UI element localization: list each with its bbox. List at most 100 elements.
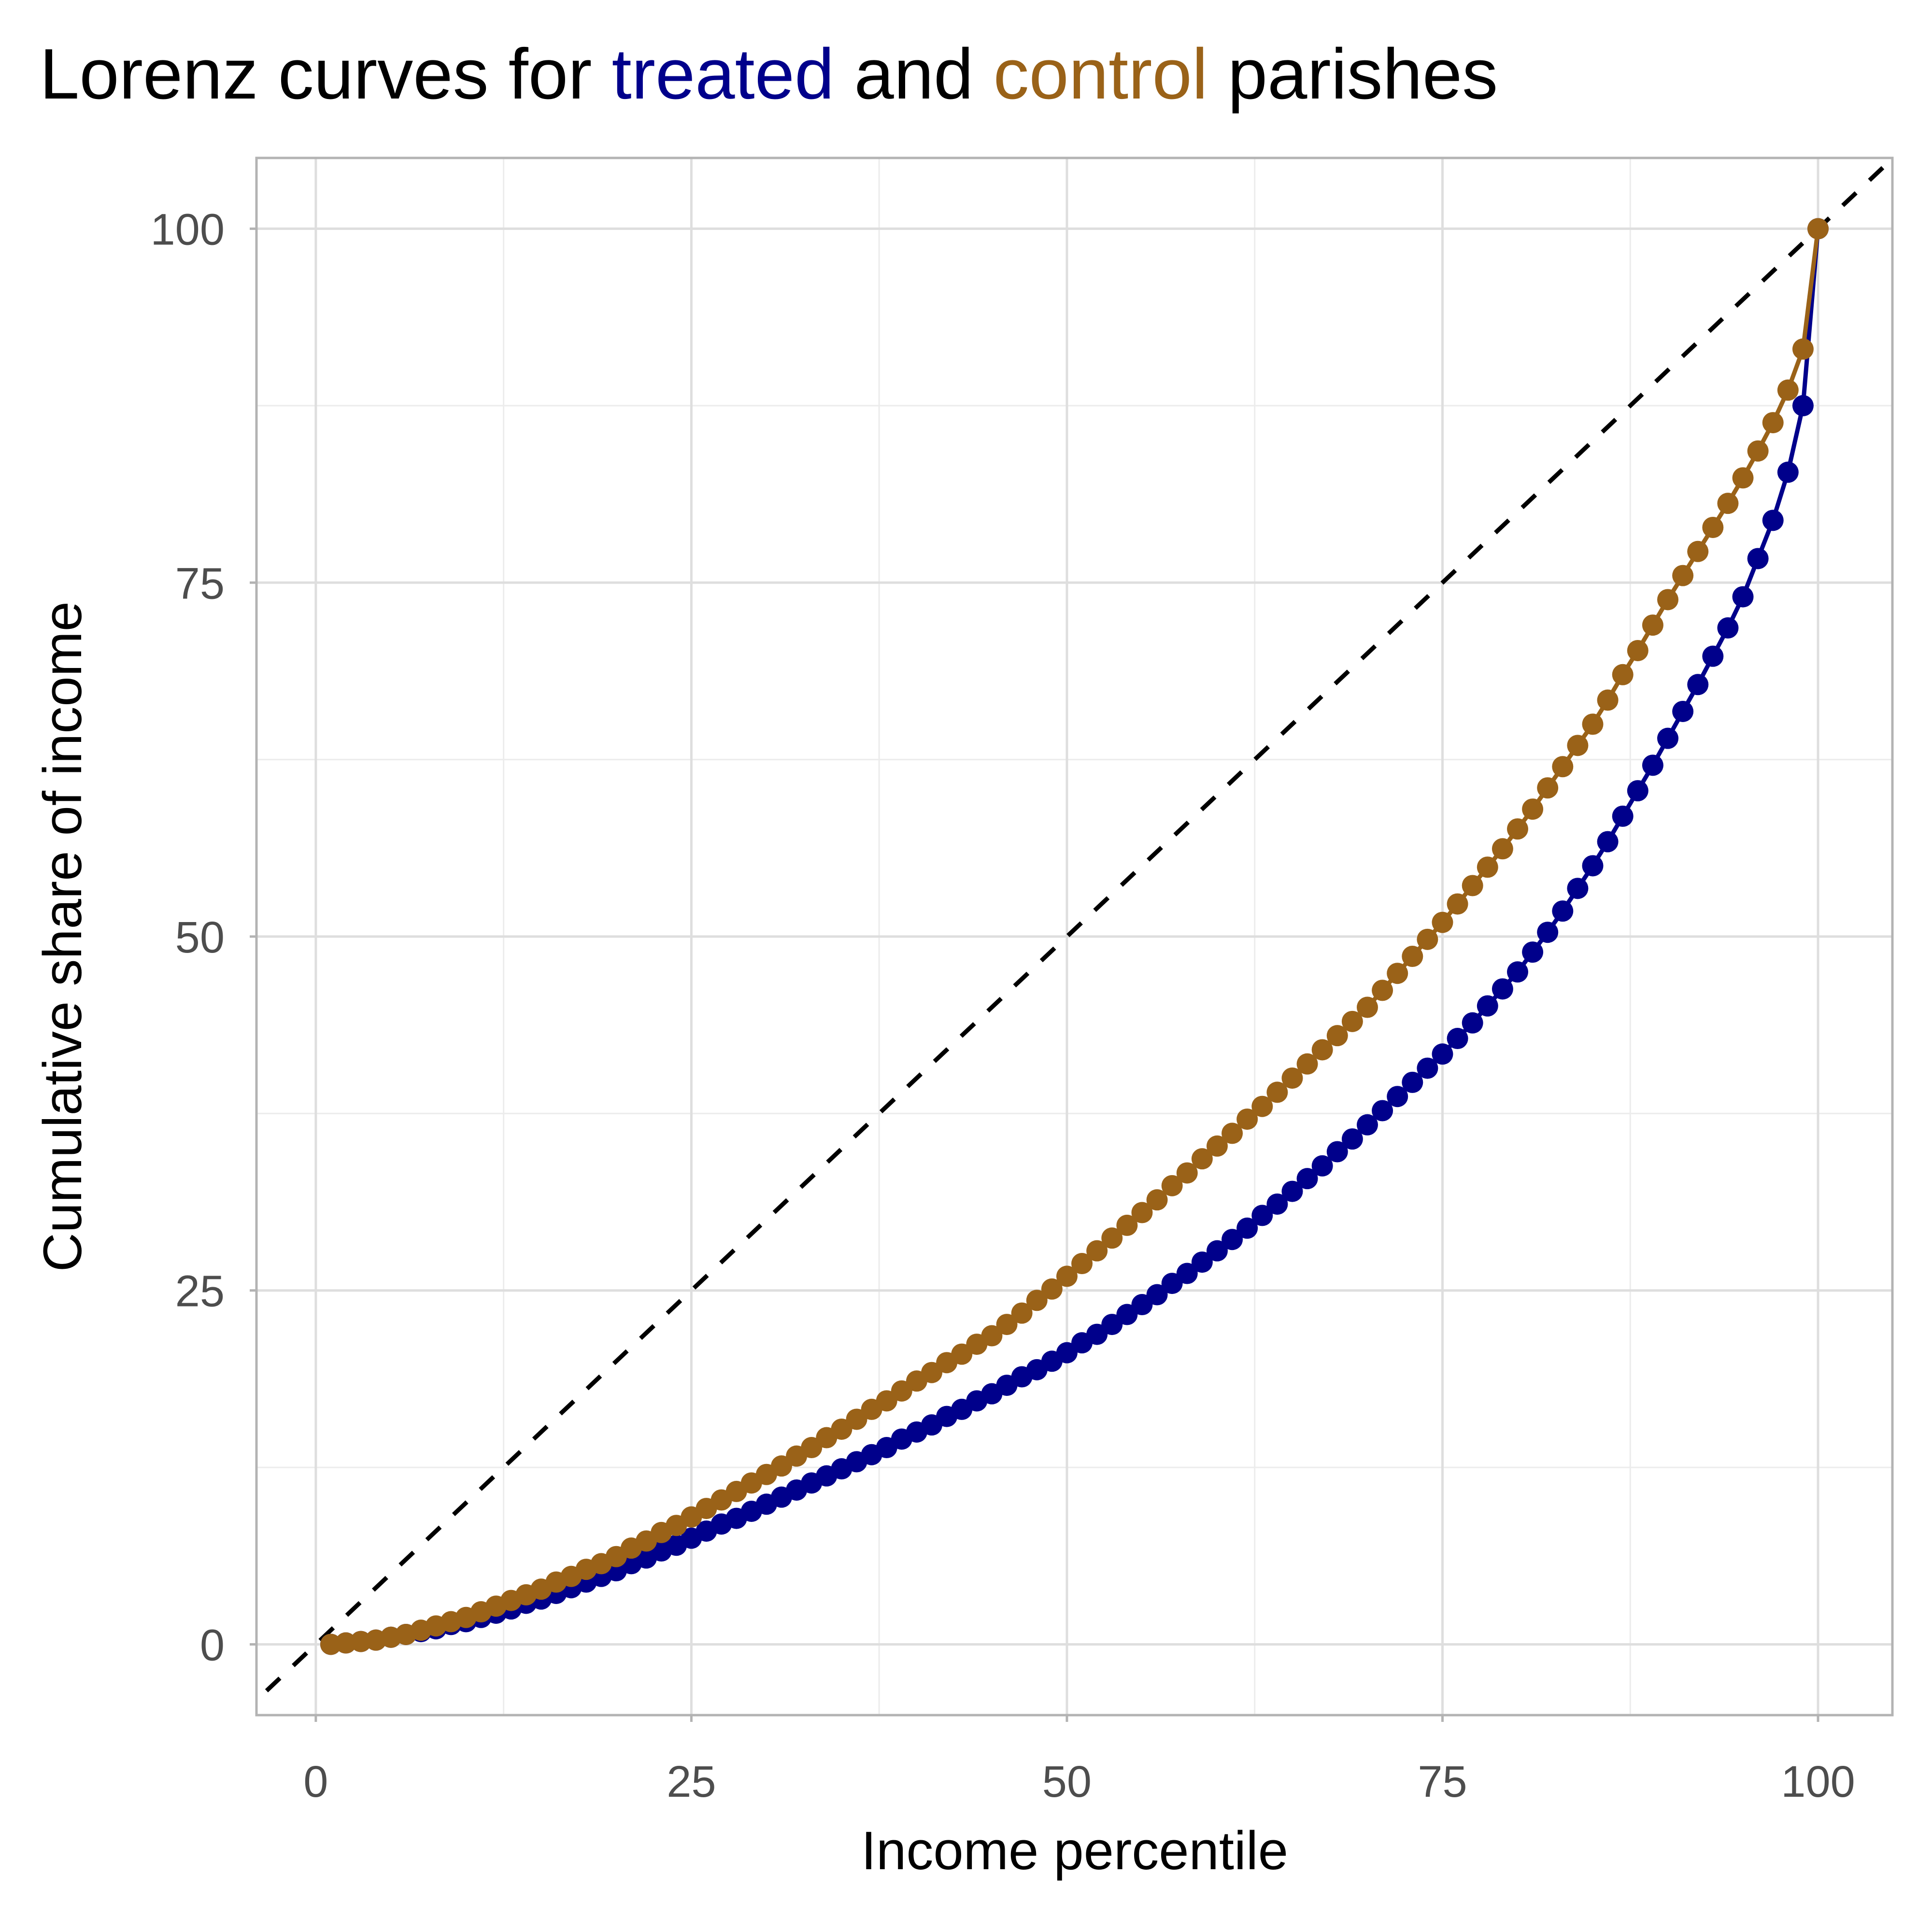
series-point [1537, 922, 1559, 943]
x-tick-label: 50 [1042, 1757, 1092, 1806]
series-point [1627, 780, 1648, 802]
series-point [1642, 614, 1663, 636]
series-point [1672, 700, 1694, 722]
series-point [1011, 1302, 1033, 1324]
series-point [1657, 589, 1679, 611]
series-point [1146, 1284, 1168, 1306]
series-point [1356, 1114, 1378, 1136]
series-point [1101, 1314, 1123, 1335]
y-tick-label: 25 [175, 1267, 225, 1316]
series-point [1807, 218, 1829, 240]
series-point [1747, 440, 1769, 462]
series-point [1191, 1148, 1213, 1170]
series-point [1447, 1028, 1468, 1050]
series-point [1417, 928, 1438, 950]
title-part: treated [612, 34, 835, 114]
series-point [1387, 1086, 1408, 1108]
series-point [1372, 980, 1393, 1001]
series-point [951, 1343, 973, 1365]
series-point [1732, 586, 1754, 608]
series-point [1086, 1240, 1108, 1262]
panel-border [255, 156, 1894, 1717]
series-point [1417, 1057, 1438, 1079]
series-point [1762, 510, 1784, 531]
series-point [1176, 1162, 1198, 1184]
y-tick-label: 0 [200, 1620, 225, 1670]
series-point [1402, 946, 1423, 967]
series-point [891, 1380, 912, 1402]
series-point [1071, 1253, 1093, 1275]
series-point [1251, 1095, 1273, 1117]
series-point [1627, 639, 1648, 661]
series-point [1131, 1294, 1153, 1316]
series-point [1702, 516, 1724, 538]
series-point [1432, 911, 1453, 933]
title-part: control [993, 34, 1208, 114]
series-point [1507, 818, 1529, 840]
series-point [1222, 1229, 1243, 1250]
series-point [1161, 1273, 1183, 1294]
series-point [1792, 395, 1814, 416]
series-point [1056, 1342, 1078, 1364]
series-point [1702, 645, 1724, 667]
series-point [1522, 941, 1544, 963]
series-point [1597, 831, 1619, 852]
series-point [1236, 1108, 1258, 1130]
series-point [1567, 735, 1589, 756]
series-point [1507, 961, 1529, 983]
title-part: parishes [1208, 34, 1498, 114]
series-point [1086, 1323, 1108, 1345]
series-point [1281, 1180, 1303, 1202]
series-point [1296, 1168, 1318, 1190]
series-point [1146, 1189, 1168, 1211]
chart-title: Lorenz curves for treated and control pa… [40, 34, 1498, 114]
series-point [1582, 713, 1604, 735]
series-point [981, 1325, 1003, 1347]
series-point [1432, 1043, 1453, 1065]
series-point [1762, 412, 1784, 434]
series-point [1477, 856, 1498, 878]
series-point [1612, 664, 1634, 685]
x-axis-title: Income percentile [861, 1820, 1288, 1881]
series-point [1792, 338, 1814, 360]
x-tick-label: 0 [303, 1757, 328, 1806]
series-point [1311, 1039, 1333, 1061]
series-point [1341, 1128, 1363, 1150]
series-point [846, 1408, 867, 1430]
series-point [1026, 1290, 1048, 1311]
series-point [1041, 1278, 1063, 1300]
series-point [1672, 565, 1694, 586]
title-part: and [834, 34, 993, 114]
series-point [1537, 777, 1559, 799]
series-point [1492, 838, 1513, 860]
series-point [831, 1418, 852, 1440]
y-tick-label: 50 [175, 913, 225, 962]
series-point [1372, 1100, 1393, 1122]
series-point [996, 1314, 1018, 1335]
series-point [1522, 798, 1544, 820]
series-point [1056, 1265, 1078, 1287]
x-tick-label: 100 [1781, 1757, 1855, 1806]
series-point [1266, 1193, 1288, 1215]
series-point [1191, 1251, 1213, 1273]
plot-area [256, 158, 1892, 1704]
series-point [1101, 1227, 1123, 1249]
title-part: Lorenz curves for [40, 34, 612, 114]
series-point [1552, 900, 1574, 922]
series-point [1387, 963, 1408, 984]
series-point [1326, 1141, 1348, 1163]
series-point [1222, 1122, 1243, 1144]
series-point [1642, 754, 1663, 776]
series-point [1116, 1304, 1138, 1325]
series-point [1341, 1010, 1363, 1032]
series-point [1206, 1240, 1228, 1262]
series-point [1567, 878, 1589, 899]
series-point [1116, 1214, 1138, 1236]
y-tick-label: 100 [151, 205, 225, 255]
series-point [1176, 1263, 1198, 1284]
series-point [1251, 1205, 1273, 1226]
series-point [1462, 1012, 1483, 1034]
series-point [1402, 1071, 1423, 1093]
